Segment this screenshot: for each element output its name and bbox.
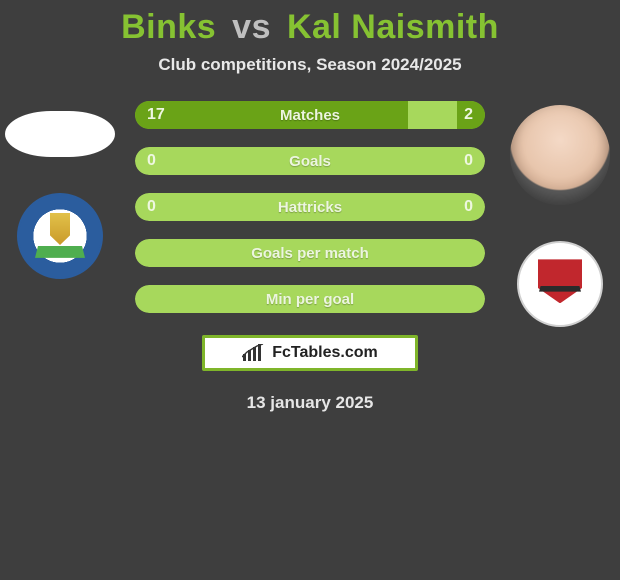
stat-label: Goals bbox=[135, 147, 485, 175]
right-player-column bbox=[500, 101, 620, 327]
title-player1: Binks bbox=[121, 8, 216, 46]
player1-avatar bbox=[5, 111, 115, 157]
brand-badge: FcTables.com bbox=[202, 335, 418, 371]
stat-label: Min per goal bbox=[135, 285, 485, 313]
player2-avatar bbox=[510, 105, 610, 205]
stat-row: 00Goals bbox=[135, 147, 485, 175]
stat-bars: 172Matches 00Goals 00Hattricks Goals per ma… bbox=[135, 101, 485, 313]
player1-club-crest bbox=[17, 193, 103, 279]
comparison-area: 172Matches 00Goals 00Hattricks Goals per ma… bbox=[0, 101, 620, 313]
subtitle: Club competitions, Season 2024/2025 bbox=[0, 55, 620, 75]
stat-row: Min per goal bbox=[135, 285, 485, 313]
brand-text: FcTables.com bbox=[272, 344, 378, 362]
title-player2: Kal Naismith bbox=[287, 8, 499, 46]
player2-club-crest bbox=[517, 241, 603, 327]
title-vs: vs bbox=[232, 8, 271, 46]
left-player-column bbox=[0, 101, 120, 279]
bar-chart-icon bbox=[242, 344, 264, 362]
infographic-date: 13 january 2025 bbox=[0, 393, 620, 413]
stat-row: Goals per match bbox=[135, 239, 485, 267]
stat-label: Goals per match bbox=[135, 239, 485, 267]
stat-label: Hattricks bbox=[135, 193, 485, 221]
page-title: Binks vs Kal Naismith bbox=[0, 0, 620, 47]
stat-label: Matches bbox=[135, 101, 485, 129]
stat-row: 00Hattricks bbox=[135, 193, 485, 221]
stat-row: 172Matches bbox=[135, 101, 485, 129]
